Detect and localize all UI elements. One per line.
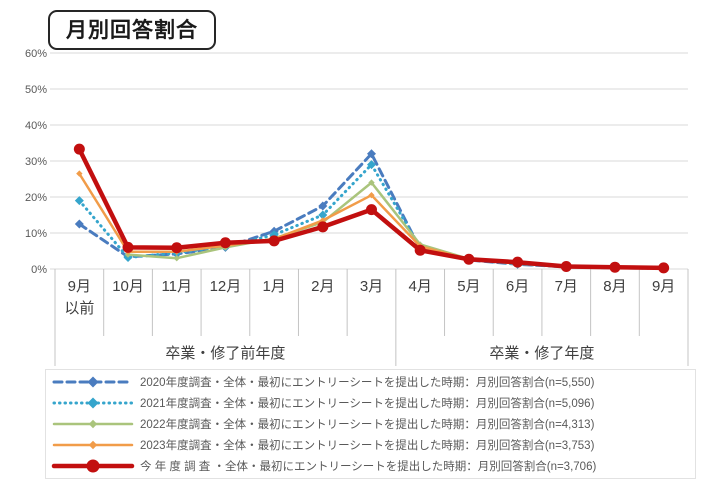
data-point-current xyxy=(86,459,100,473)
data-point-2021 xyxy=(318,210,328,220)
data-point-current xyxy=(73,143,85,155)
data-point-current xyxy=(317,221,329,233)
x-category-label: 1月 xyxy=(262,278,285,295)
x-category-label: 11月 xyxy=(161,278,192,295)
x-category-label: 10月 xyxy=(112,278,144,295)
data-point-2020 xyxy=(74,219,84,229)
data-point-2021 xyxy=(74,196,84,206)
x-category-label: 7月 xyxy=(555,278,578,295)
legend-item-2023: 2023年度調査・全体・最初にエントリーシートを提出した時期：月別回答割合(n=… xyxy=(50,434,691,455)
data-point-current xyxy=(219,237,231,249)
legend-item-2022: 2022年度調査・全体・最初にエントリーシートを提出した時期：月別回答割合(n=… xyxy=(50,414,691,435)
data-point-2023 xyxy=(368,192,375,199)
data-point-current xyxy=(122,241,134,253)
x-category-label: 4月 xyxy=(409,278,432,295)
data-point-current xyxy=(171,242,183,254)
data-point-2022 xyxy=(88,419,98,429)
legend-item-current: 今 年 度 調 査 ・全体・最初にエントリーシートを提出した時期：月別回答割合(… xyxy=(50,455,691,476)
data-point-2020 xyxy=(367,149,376,159)
y-tick-label: 20% xyxy=(25,192,47,204)
data-point-current xyxy=(658,262,670,274)
data-point-2021 xyxy=(87,397,99,409)
y-tick-label: 60% xyxy=(25,48,47,60)
x-category-label: 以前 xyxy=(64,300,94,317)
x-category-label: 2月 xyxy=(311,278,334,295)
x-category-label: 5月 xyxy=(457,278,480,295)
legend-marker-2020 xyxy=(52,376,134,388)
y-tick-label: 50% xyxy=(25,84,47,96)
data-point-2020 xyxy=(87,376,99,388)
data-point-current xyxy=(268,235,280,247)
legend-label-2021: 2021年度調査・全体・最初にエントリーシートを提出した時期：月別回答割合(n=… xyxy=(140,398,595,411)
x-category-label: 9月 xyxy=(68,278,91,295)
y-tick-label: 30% xyxy=(25,156,47,168)
axis-group-label: 卒業・修了前年度 xyxy=(165,345,285,362)
data-point-2023 xyxy=(76,170,83,177)
chart-title: 月別回答割合 xyxy=(48,10,216,50)
legend-label-current: 今 年 度 調 査 ・全体・最初にエントリーシートを提出した時期：月別回答割合(… xyxy=(140,460,597,473)
legend-item-2021: 2021年度調査・全体・最初にエントリーシートを提出した時期：月別回答割合(n=… xyxy=(50,393,691,414)
axis-group-label: 卒業・修了年度 xyxy=(489,345,594,362)
data-point-2022 xyxy=(173,255,180,262)
legend-marker-2023 xyxy=(52,440,134,449)
x-category-label: 12月 xyxy=(210,278,242,295)
series-line-2022 xyxy=(126,181,665,270)
legend-label-2022: 2022年度調査・全体・最初にエントリーシートを提出した時期：月別回答割合(n=… xyxy=(140,418,595,431)
legend-marker-current xyxy=(51,459,135,473)
y-tick-label: 40% xyxy=(25,120,47,132)
x-category-label: 9月 xyxy=(652,278,675,295)
y-tick-label: 10% xyxy=(25,228,47,240)
legend-marker-2022 xyxy=(52,419,134,429)
series-2022 xyxy=(124,179,667,272)
data-point-current xyxy=(463,253,475,265)
legend-label-2023: 2023年度調査・全体・最初にエントリーシートを提出した時期：月別回答割合(n=… xyxy=(140,439,595,452)
legend-marker-2021 xyxy=(52,397,134,409)
x-category-label: 3月 xyxy=(360,278,383,295)
chart-legend: 2020年度調査・全体・最初にエントリーシートを提出した時期：月別回答割合(n=… xyxy=(45,369,696,479)
data-point-2020 xyxy=(318,201,328,211)
data-point-2022 xyxy=(368,179,375,186)
data-point-current xyxy=(512,256,524,268)
data-point-current xyxy=(609,261,621,273)
data-point-current xyxy=(560,260,572,272)
legend-item-2020: 2020年度調査・全体・最初にエントリーシートを提出した時期：月別回答割合(n=… xyxy=(50,372,691,393)
data-point-2023 xyxy=(88,440,98,449)
legend-label-2020: 2020年度調査・全体・最初にエントリーシートを提出した時期：月別回答割合(n=… xyxy=(140,377,595,390)
x-category-label: 8月 xyxy=(603,278,626,295)
data-point-current xyxy=(414,244,426,256)
data-point-current xyxy=(366,204,377,216)
y-tick-label: 0% xyxy=(31,264,47,276)
data-point-2021 xyxy=(367,160,376,170)
series-current xyxy=(73,143,670,274)
x-category-label: 6月 xyxy=(506,278,529,295)
